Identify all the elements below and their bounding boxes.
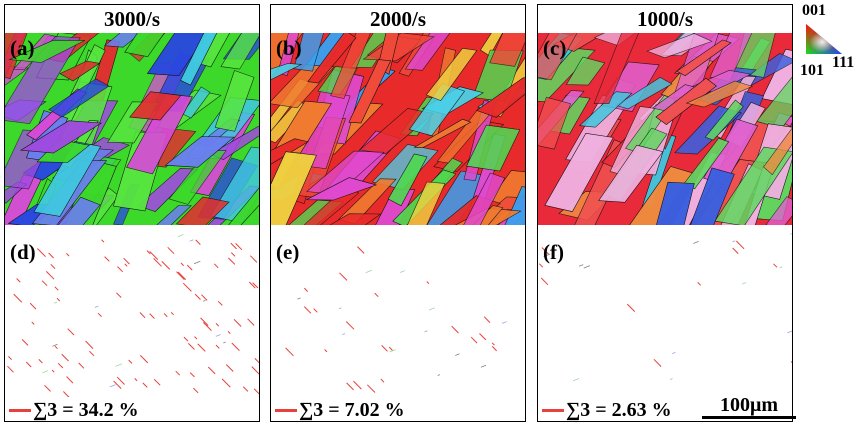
twin-fraction-text: ∑3 = 2.63 % [566,398,672,421]
strain-rate-title: 3000/s [103,7,160,31]
scale-bar: 100μm [702,394,796,419]
ebsd-orientation-map [271,33,525,225]
twin-boundary-map [7,234,259,397]
twin-fraction-label: ∑3 = 2.63 % [542,399,672,421]
twin-fraction-text: ∑3 = 7.02 % [299,398,405,421]
panel-label-a: (a) [10,36,35,60]
twin-line-swatch [542,408,564,412]
column-2000: 2000/s (b) (e) ∑3 = 7.02 % [270,4,526,422]
twin-fraction-text: ∑3 = 34.2 % [33,398,139,421]
strain-rate-title: 2000/s [369,7,426,31]
twin-line-swatch [9,408,31,412]
panel-label-b: (b) [276,36,302,60]
panel-label-d: (d) [10,240,36,264]
strain-rate-title: 1000/s [636,7,693,31]
ebsd-orientation-map [5,33,259,225]
ipf-label-111: 111 [832,54,855,71]
scale-bar-line [702,416,796,419]
twin-fraction-label: ∑3 = 7.02 % [275,399,405,421]
twin-boundary-map [285,246,507,393]
column-3000: 3000/s (a) (d) ∑3 = 34.2 % [4,4,260,422]
ipf-label-101: 101 [800,62,824,79]
ebsd-orientation-map [538,33,792,225]
twin-line-swatch [275,408,297,412]
twin-boundary-map [538,233,792,382]
twin-fraction-label: ∑3 = 34.2 % [9,399,139,421]
ipf-label-001: 001 [802,2,826,19]
panel-label-e: (e) [276,240,300,264]
panel-label-c: (c) [543,36,567,60]
ipf-legend: 001 101 111 [800,2,856,79]
column-1000: 1000/s (c) (f) ∑3 = 2.63 % [537,4,793,422]
scale-bar-label: 100μm [720,394,778,416]
ipf-triangle-icon [806,24,842,54]
panel-label-f: (f) [543,240,564,264]
